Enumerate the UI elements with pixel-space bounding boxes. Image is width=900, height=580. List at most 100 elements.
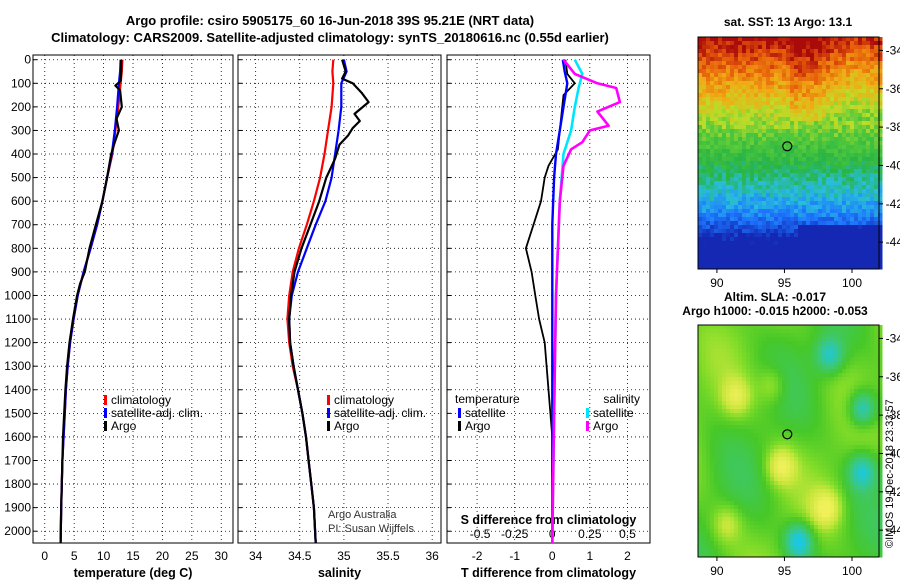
map-cell: [698, 109, 703, 114]
map-cell: [758, 197, 763, 202]
map-cell: [774, 257, 779, 262]
map-cell: [826, 381, 831, 386]
depth-tick-label: 1200: [4, 336, 31, 350]
map-cell: [718, 333, 723, 338]
map-cell: [830, 193, 835, 198]
map-cell: [754, 69, 759, 74]
map-cell: [702, 477, 707, 482]
map-cell: [726, 77, 731, 82]
map-cell: [810, 421, 815, 426]
map-cell: [738, 341, 743, 346]
map-cell: [854, 209, 859, 214]
map-cell: [706, 37, 711, 42]
map-cell: [738, 393, 743, 398]
map-cell: [770, 45, 775, 50]
map-cell: [710, 433, 715, 438]
map-cell: [754, 125, 759, 130]
map-cell: [802, 501, 807, 506]
map-cell: [802, 381, 807, 386]
map-cell: [754, 113, 759, 118]
map-cell: [814, 437, 819, 442]
map-cell: [758, 257, 763, 262]
map-cell: [758, 37, 763, 42]
map-cell: [702, 37, 707, 42]
map-cell: [822, 241, 827, 246]
map-cell: [762, 433, 767, 438]
map-cell: [722, 237, 727, 242]
map-cell: [874, 469, 879, 474]
map-cell: [862, 469, 867, 474]
map-cell: [834, 245, 839, 250]
map-cell: [806, 453, 811, 458]
map-cell: [798, 453, 803, 458]
map-cell: [810, 365, 815, 370]
map-cell: [790, 477, 795, 482]
map-cell: [814, 249, 819, 254]
map-cell: [866, 181, 871, 186]
map-cell: [870, 97, 875, 102]
map-cell: [806, 245, 811, 250]
map-cell: [742, 453, 747, 458]
map-cell: [698, 437, 703, 442]
map-cell: [838, 253, 843, 258]
map-cell: [858, 453, 863, 458]
map-cell: [702, 361, 707, 366]
map-cell: [830, 105, 835, 110]
map-cell: [822, 453, 827, 458]
map-cell: [710, 85, 715, 90]
map-cell: [862, 341, 867, 346]
map-cell: [846, 377, 851, 382]
map-cell: [746, 241, 751, 246]
map-cell: [790, 57, 795, 62]
map-cell: [834, 249, 839, 254]
map-cell: [714, 329, 719, 334]
map-cell: [750, 241, 755, 246]
map-cell: [714, 189, 719, 194]
map-cell: [782, 185, 787, 190]
map-cell: [830, 449, 835, 454]
map-cell: [710, 197, 715, 202]
map-cell: [742, 53, 747, 58]
map-cell: [794, 357, 799, 362]
map-cell: [834, 173, 839, 178]
map-cell: [810, 357, 815, 362]
map-cell: [722, 253, 727, 258]
map-cell: [834, 493, 839, 498]
map-cell: [826, 357, 831, 362]
map-cell: [758, 405, 763, 410]
map-cell: [782, 413, 787, 418]
map-cell: [742, 245, 747, 250]
map-cell: [762, 165, 767, 170]
map-cell: [794, 85, 799, 90]
map-cell: [810, 477, 815, 482]
map-cell: [870, 261, 875, 266]
map-cell: [850, 337, 855, 342]
map-cell: [774, 201, 779, 206]
map-cell: [826, 201, 831, 206]
map-cell: [878, 69, 883, 74]
map-cell: [734, 113, 739, 118]
map-cell: [758, 393, 763, 398]
map-cell: [722, 405, 727, 410]
map-cell: [854, 193, 859, 198]
map-cell: [738, 161, 743, 166]
map-cell: [842, 137, 847, 142]
map-cell: [870, 385, 875, 390]
map-cell: [738, 453, 743, 458]
map-cell: [730, 469, 735, 474]
map-cell: [718, 81, 723, 86]
map-cell: [786, 389, 791, 394]
map-cell: [830, 397, 835, 402]
map-cell: [714, 141, 719, 146]
map-cell: [730, 353, 735, 358]
map-cell: [714, 337, 719, 342]
map-cell: [826, 77, 831, 82]
map-cell: [710, 401, 715, 406]
map-cell: [814, 469, 819, 474]
map-cell: [818, 349, 823, 354]
map-cell: [878, 385, 883, 390]
map-cell: [754, 441, 759, 446]
map-cell: [878, 377, 883, 382]
map-cell: [790, 49, 795, 54]
map-cell: [802, 413, 807, 418]
